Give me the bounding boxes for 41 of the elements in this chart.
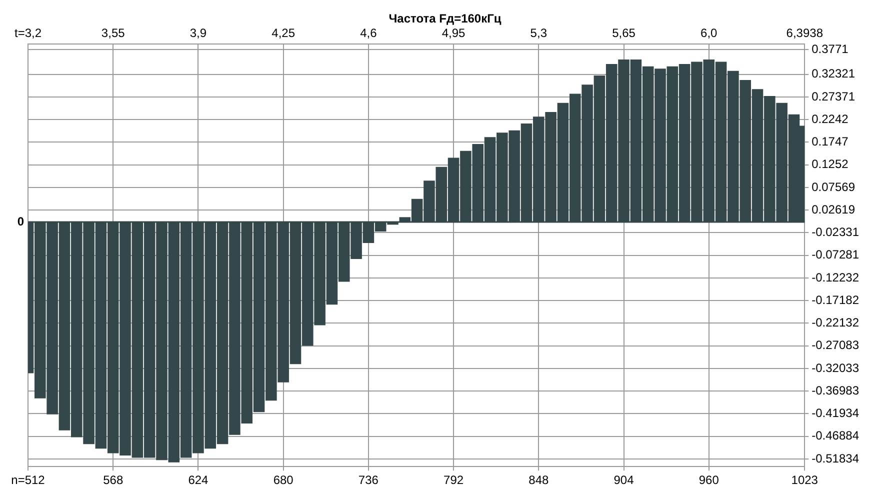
y-tick-label: 0.07569: [812, 180, 856, 194]
x-tick-label: n=512: [11, 473, 46, 488]
x2-tick-label: 3,55: [101, 26, 126, 40]
x2-tick-label: 3,9: [190, 26, 207, 40]
y-tick-label: -0.27083: [812, 338, 860, 352]
x-tick-label: 568: [103, 473, 124, 488]
y-tick-label: -0.46884: [812, 428, 860, 443]
x-tick-label: 680: [273, 473, 294, 488]
y-tick-label: -0.36983: [812, 383, 860, 398]
y-tick-label: -0.07281: [812, 248, 860, 262]
x2-tick-label: 4,95: [442, 26, 466, 40]
y-tick-label: 0.2242: [812, 112, 849, 126]
y-tick-label: -0.22132: [812, 316, 860, 330]
x2-tick-label: 6,3938: [786, 26, 824, 40]
chart-title: Частота Fд=160кГц: [388, 12, 502, 26]
y-tick-label: -0.51834: [812, 451, 860, 466]
x2-tick-label: t=3,2: [14, 26, 42, 40]
x-tick-label: 848: [528, 473, 549, 488]
ref-line-label: 0: [17, 214, 24, 228]
y-tick-label: 0.3771: [812, 42, 849, 56]
x2-tick-label: 5,65: [612, 26, 636, 40]
x-tick-label: 1023: [791, 473, 818, 488]
y-tick-label: 0.1747: [812, 134, 849, 149]
x-tick-label: 736: [358, 473, 379, 488]
x-tick-label: 960: [698, 473, 720, 488]
x-tick-label: 904: [614, 473, 634, 488]
y-tick-label: 0.02619: [812, 202, 856, 216]
y-tick-label: -0.32033: [812, 360, 860, 375]
y-tick-label: 0.1252: [812, 157, 849, 172]
x2-tick-label: 4,25: [272, 26, 296, 40]
y-tick-label: -0.02331: [812, 225, 860, 240]
y-tick-label: 0.27371: [812, 89, 856, 104]
x2-tick-label: 4,6: [360, 26, 378, 40]
y-tick-label: -0.12232: [812, 270, 860, 284]
x2-tick-label: 6,0: [700, 26, 718, 40]
x2-tick-label: 5,3: [530, 26, 548, 40]
y-tick-label: 0.32321: [812, 66, 856, 81]
y-tick-label: -0.41934: [812, 406, 860, 420]
x-tick-label: 624: [188, 473, 209, 488]
y-tick-label: -0.17182: [812, 292, 860, 307]
x-tick-label: 792: [444, 473, 464, 488]
